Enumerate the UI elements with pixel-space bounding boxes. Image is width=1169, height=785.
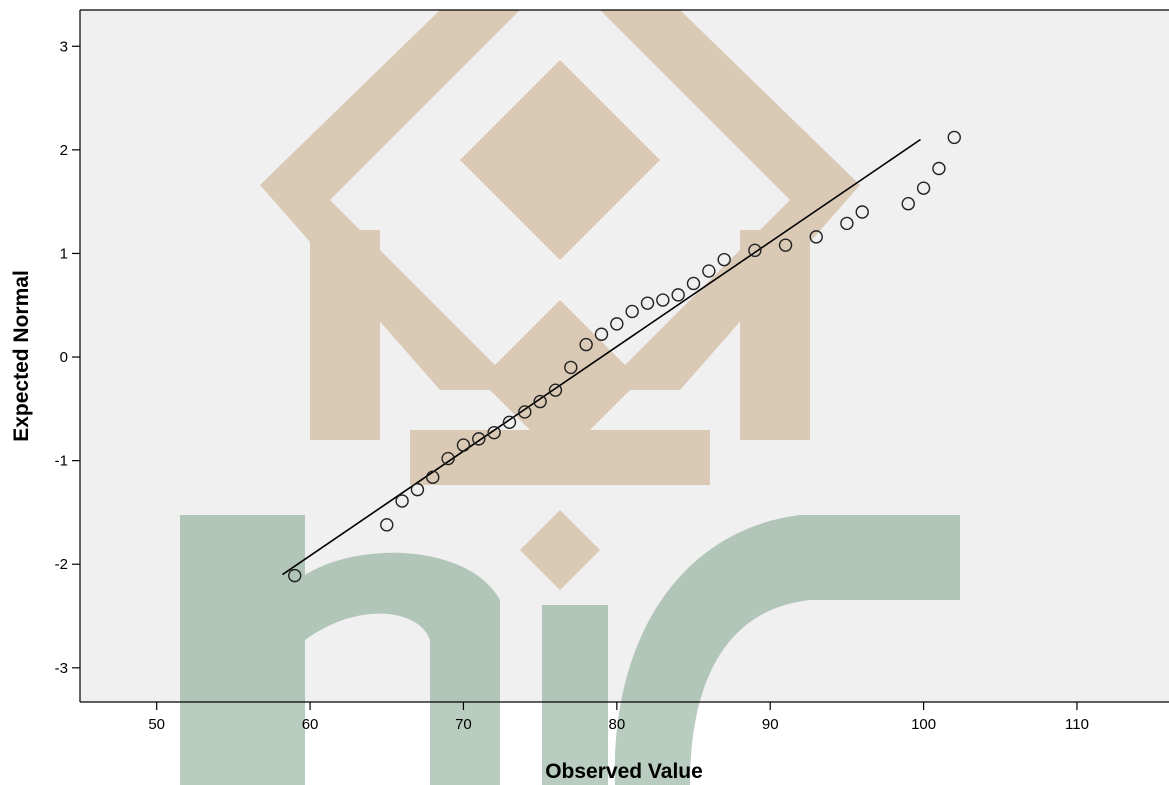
data-point: [916, 181, 931, 195]
x-axis-ticks: 50 60 70 80 90 100 110: [148, 702, 1089, 733]
data-point: [778, 238, 793, 252]
data-point: [533, 394, 547, 409]
y-tick-label: 1: [60, 245, 68, 262]
data-point: [548, 383, 563, 397]
y-axis-title: Expected Normal: [10, 270, 33, 442]
data-point: [901, 197, 915, 211]
x-tick-label: 100: [911, 716, 936, 733]
data-point: [840, 216, 854, 231]
data-points: [288, 130, 961, 583]
x-tick-label: 60: [302, 716, 319, 733]
y-axis-ticks: -3 -2 -1 0 1 2 3: [55, 38, 80, 677]
data-point: [656, 293, 670, 307]
data-point: [625, 304, 639, 319]
data-point: [855, 205, 869, 219]
data-point: [702, 264, 716, 278]
data-point: [686, 276, 701, 291]
data-point: [564, 360, 578, 375]
data-point: [487, 425, 501, 440]
y-tick-label: 2: [60, 142, 68, 159]
data-point: [594, 327, 609, 341]
y-tick-label: -2: [55, 556, 68, 573]
data-point: [472, 432, 486, 446]
x-tick-label: 80: [608, 716, 625, 733]
data-point: [947, 130, 961, 145]
data-point: [579, 337, 593, 352]
data-point: [395, 494, 409, 508]
x-tick-label: 110: [1065, 716, 1089, 733]
data-point: [288, 568, 302, 583]
x-axis-title: Observed Value: [545, 760, 703, 783]
x-tick-label: 70: [455, 716, 472, 733]
reference-line: [282, 138, 921, 576]
reference-line-layer: [282, 138, 921, 576]
data-point: [932, 161, 946, 176]
data-point: [410, 482, 425, 497]
data-point: [671, 288, 685, 302]
data-point: [426, 470, 440, 484]
data-point: [380, 518, 394, 532]
data-point: [456, 438, 471, 452]
data-point: [717, 252, 731, 267]
x-tick-label: 90: [762, 716, 779, 733]
data-point: [518, 405, 532, 419]
y-tick-label: 3: [60, 38, 68, 55]
watermark-letters: [180, 515, 960, 785]
data-point: [640, 296, 655, 310]
data-point: [809, 230, 823, 244]
data-point: [610, 317, 624, 331]
data-point: [441, 451, 455, 466]
data-point: [502, 415, 517, 429]
data-point: [748, 243, 762, 258]
y-tick-label: -1: [55, 453, 68, 470]
x-tick-label: 50: [148, 716, 165, 733]
y-tick-label: 0: [60, 349, 68, 366]
y-tick-label: -3: [55, 660, 68, 677]
